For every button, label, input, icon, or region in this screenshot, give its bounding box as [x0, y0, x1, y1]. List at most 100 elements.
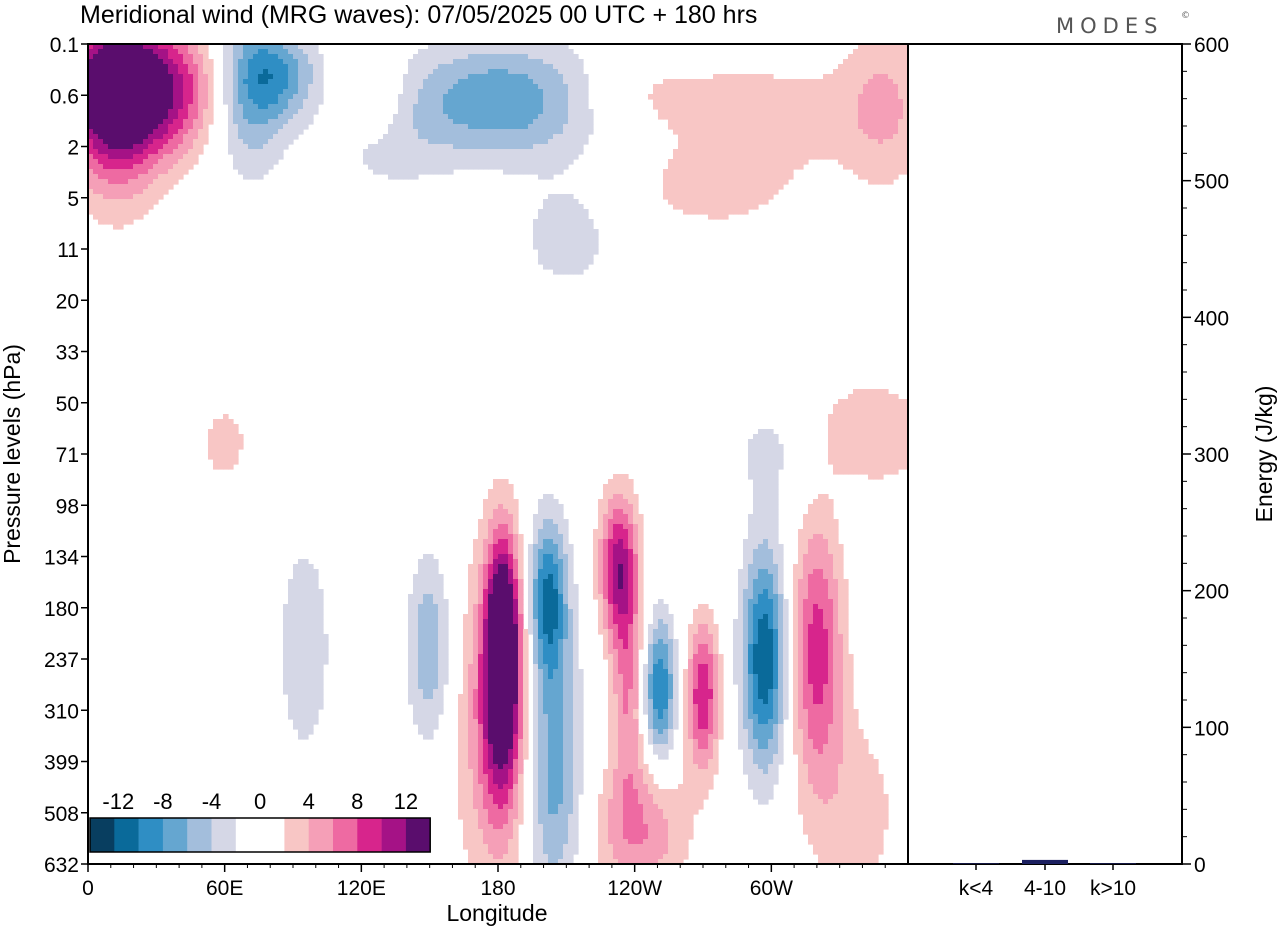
heatmap-cell — [588, 109, 594, 115]
heatmap-cell — [608, 554, 614, 560]
heatmap-cell — [108, 139, 114, 145]
heatmap-cell — [618, 519, 624, 525]
heatmap-cell — [603, 554, 609, 560]
heatmap-cell — [248, 74, 254, 80]
heatmap-cell — [193, 149, 199, 155]
heatmap-cell — [673, 84, 679, 90]
heatmap-cell — [288, 49, 294, 55]
heatmap-cell — [718, 134, 724, 140]
heatmap-cell — [418, 94, 424, 100]
heatmap-cell — [228, 144, 234, 150]
heatmap-cell — [468, 589, 474, 595]
heatmap-cell — [903, 439, 909, 445]
heatmap-cell — [493, 494, 499, 500]
heatmap-cell — [548, 129, 554, 135]
heatmap-cell — [858, 419, 864, 425]
heatmap-cell — [293, 124, 299, 130]
heatmap-cell — [608, 489, 614, 495]
heatmap-cell — [813, 549, 819, 555]
heatmap-cell — [858, 444, 864, 450]
heatmap-cell — [893, 159, 899, 165]
heatmap-cell — [613, 594, 619, 600]
heatmap-cell — [143, 44, 149, 50]
heatmap-cell — [773, 539, 779, 545]
heatmap-cell — [498, 49, 504, 55]
heatmap-cell — [723, 89, 729, 95]
heatmap-cell — [553, 579, 559, 585]
heatmap-cell — [558, 259, 564, 265]
heatmap-cell — [453, 44, 459, 50]
heatmap-cell — [848, 394, 854, 400]
heatmap-cell — [748, 109, 754, 115]
heatmap-cell — [303, 69, 309, 75]
heatmap-cell — [833, 74, 839, 80]
heatmap-cell — [198, 69, 204, 75]
heatmap-cell — [233, 139, 239, 145]
heatmap-cell — [533, 549, 539, 555]
heatmap-cell — [403, 154, 409, 160]
heatmap-cell — [798, 104, 804, 110]
heatmap-cell — [868, 104, 874, 110]
heatmap-cell — [403, 144, 409, 150]
heatmap-cell — [558, 529, 564, 535]
heatmap-cell — [548, 164, 554, 170]
heatmap-cell — [508, 574, 514, 580]
heatmap-cell — [308, 574, 314, 580]
heatmap-cell — [418, 589, 424, 595]
heatmap-cell — [748, 459, 754, 465]
heatmap-cell — [778, 599, 784, 605]
heatmap-cell — [518, 574, 524, 580]
heatmap-cell — [773, 169, 779, 175]
heatmap-cell — [533, 564, 539, 570]
heatmap-cell — [428, 74, 434, 80]
heatmap-cell — [713, 174, 719, 180]
heatmap-cell — [803, 144, 809, 150]
heatmap-cell — [868, 164, 874, 170]
heatmap-cell — [898, 84, 904, 90]
heatmap-cell — [598, 579, 604, 585]
heatmap-cell — [438, 599, 444, 605]
heatmap-cell — [198, 49, 204, 55]
heatmap-cell — [528, 589, 534, 595]
heatmap-cell — [818, 94, 824, 100]
heatmap-cell — [773, 84, 779, 90]
heatmap-cell — [793, 154, 799, 160]
heatmap-cell — [883, 84, 889, 90]
heatmap-cell — [503, 119, 509, 125]
heatmap-cell — [423, 594, 429, 600]
heatmap-cell — [133, 179, 139, 185]
heatmap-cell — [708, 144, 714, 150]
heatmap-cell — [483, 569, 489, 575]
heatmap-cell — [558, 89, 564, 95]
heatmap-cell — [518, 74, 524, 80]
heatmap-cell — [393, 139, 399, 145]
heatmap-cell — [768, 144, 774, 150]
heatmap-cell — [673, 89, 679, 95]
heatmap-cell — [733, 179, 739, 185]
heatmap-cell — [563, 159, 569, 165]
heatmap-cell — [113, 159, 119, 165]
heatmap-cell — [768, 169, 774, 175]
heatmap-cell — [728, 79, 734, 85]
heatmap-cell — [138, 59, 144, 65]
heatmap-cell — [313, 99, 319, 105]
heatmap-cell — [763, 479, 769, 485]
heatmap-cell — [308, 79, 314, 85]
heatmap-cell — [813, 589, 819, 595]
heatmap-cell — [588, 124, 594, 130]
heatmap-cell — [218, 424, 224, 430]
heatmap-cell — [513, 554, 519, 560]
heatmap-cell — [498, 154, 504, 160]
heatmap-cell — [193, 104, 199, 110]
heatmap-cell — [108, 189, 114, 195]
heatmap-cell — [88, 74, 94, 80]
heatmap-cell — [558, 209, 564, 215]
heatmap-cell — [543, 544, 549, 550]
heatmap-cell — [103, 194, 109, 200]
heatmap-cell — [273, 84, 279, 90]
heatmap-cell — [813, 519, 819, 525]
heatmap-cell — [433, 569, 439, 575]
heatmap-cell — [778, 129, 784, 135]
heatmap-cell — [518, 59, 524, 65]
heatmap-cell — [488, 549, 494, 555]
